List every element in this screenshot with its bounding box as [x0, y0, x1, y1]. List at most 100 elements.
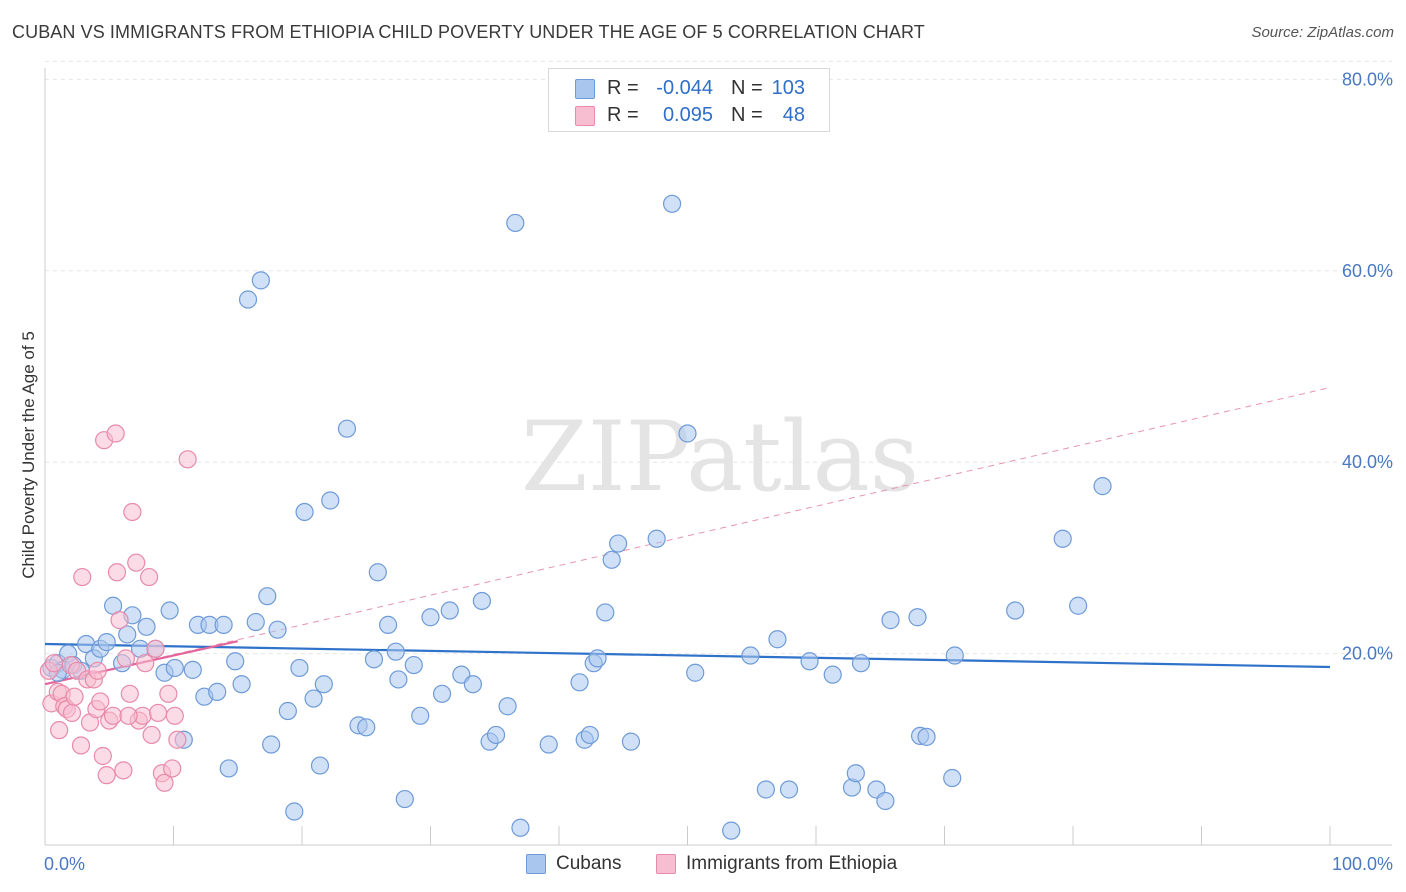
data-point — [232, 675, 251, 694]
data-point — [917, 727, 936, 746]
data-point — [104, 706, 123, 725]
data-point — [304, 689, 323, 708]
chart-title: CUBAN VS IMMIGRANTS FROM ETHIOPIA CHILD … — [12, 22, 925, 42]
data-point — [472, 591, 491, 611]
r-value: 0.095 — [662, 104, 713, 126]
data-point — [1093, 477, 1112, 496]
data-point — [364, 650, 384, 669]
data-point — [800, 652, 819, 671]
data-point — [136, 654, 155, 673]
data-point — [214, 615, 233, 634]
x-tick-label: 0.0% — [44, 854, 85, 874]
x-tick-labels: 0.0% 100.0% — [44, 854, 1393, 874]
axes — [44, 68, 1392, 846]
data-point — [463, 675, 483, 694]
ethiopia-legend-swatch — [656, 854, 676, 874]
data-point — [139, 567, 159, 587]
data-point — [1006, 601, 1025, 620]
data-point — [219, 759, 238, 778]
data-point — [91, 692, 110, 711]
data-point — [310, 756, 330, 775]
data-point — [88, 661, 107, 680]
data-point — [62, 703, 82, 723]
data-point — [160, 601, 179, 620]
data-point — [486, 725, 506, 745]
legend-label: Immigrants from Ethiopia — [686, 853, 898, 874]
data-point — [378, 615, 398, 634]
stats-legend: R = -0.044 N = 103 R = 0.095 N = 48 — [548, 68, 830, 132]
data-point — [137, 617, 156, 636]
data-point — [357, 718, 376, 737]
data-point — [756, 780, 775, 799]
data-point — [779, 780, 799, 799]
data-point — [120, 684, 139, 703]
data-point — [165, 706, 184, 725]
data-point — [165, 658, 184, 678]
data-point — [268, 620, 287, 639]
n-label: N = — [731, 104, 763, 126]
data-point — [71, 736, 91, 755]
data-point — [421, 608, 440, 627]
data-point — [93, 746, 112, 766]
data-point — [945, 646, 964, 665]
data-point — [588, 649, 607, 668]
data-point — [506, 213, 525, 233]
data-point — [580, 725, 599, 745]
data-point — [97, 766, 116, 785]
data-point — [73, 567, 92, 587]
data-point — [262, 735, 281, 754]
data-point — [498, 697, 517, 716]
data-point — [846, 764, 865, 783]
data-point — [395, 789, 414, 809]
trend-line-cubans — [44, 642, 1331, 669]
data-point — [321, 491, 340, 510]
data-point — [908, 608, 927, 627]
y-tick-labels: 20.0% 40.0% 60.0% 80.0% — [1342, 69, 1393, 663]
data-point — [851, 654, 871, 673]
data-point — [258, 587, 277, 606]
cubans-legend-swatch — [526, 854, 546, 874]
y-tick-label: 20.0% — [1342, 644, 1393, 664]
data-point — [539, 735, 558, 754]
data-point — [142, 725, 161, 745]
data-points — [39, 194, 1112, 840]
data-point — [823, 665, 842, 684]
source-label: Source: ZipAtlas.com — [1251, 24, 1394, 41]
data-point — [208, 682, 227, 701]
stats-row-ethiopia: R = 0.095 N = 48 — [549, 102, 829, 128]
data-point — [278, 701, 297, 721]
data-point — [226, 652, 245, 671]
data-point — [118, 625, 137, 644]
data-point — [722, 821, 741, 840]
data-point — [285, 802, 304, 821]
data-point — [337, 419, 357, 438]
data-point — [127, 553, 146, 572]
data-point — [159, 684, 178, 703]
data-point — [116, 649, 136, 668]
series-ethiopia — [39, 424, 197, 792]
data-point — [368, 563, 387, 582]
data-point — [404, 655, 423, 675]
data-point — [107, 563, 127, 582]
data-point — [148, 703, 168, 723]
n-value: 103 — [771, 77, 805, 99]
r-label: R = — [607, 77, 639, 99]
data-point — [647, 529, 666, 548]
data-point — [1053, 529, 1072, 548]
data-point — [110, 611, 129, 630]
gridlines — [45, 60, 1392, 655]
data-point — [678, 424, 697, 443]
data-point — [876, 791, 895, 811]
data-point — [768, 630, 787, 649]
data-point — [943, 768, 962, 788]
y-axis-label: Child Poverty Under the Age of 5 — [19, 331, 38, 579]
y-tick-label: 80.0% — [1342, 69, 1393, 89]
legend-label: Cubans — [556, 853, 622, 874]
data-point — [662, 194, 682, 213]
data-point — [44, 654, 64, 673]
data-point — [881, 611, 900, 630]
data-point — [123, 502, 142, 522]
data-point — [511, 818, 530, 837]
data-point — [119, 706, 138, 725]
